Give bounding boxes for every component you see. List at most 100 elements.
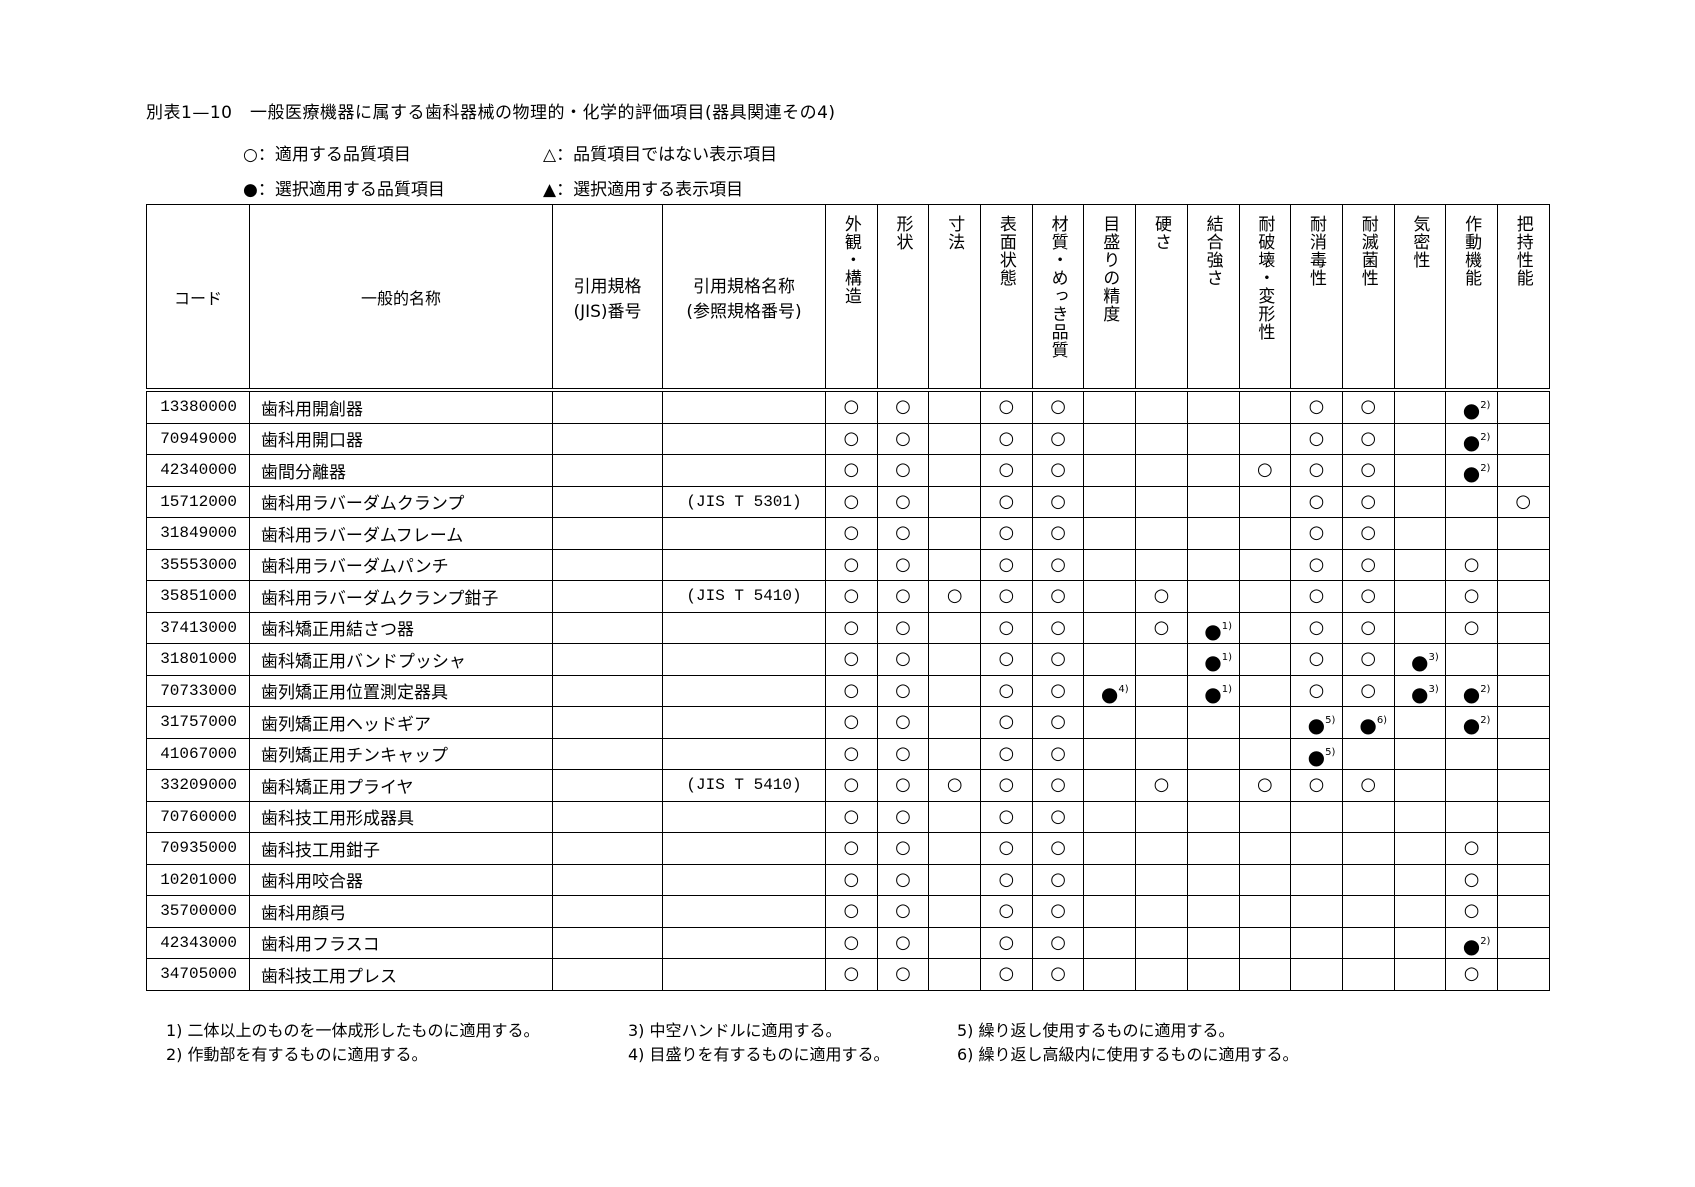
cell-mark: ○ xyxy=(1341,580,1395,613)
open-circle-mark: ○ xyxy=(1463,553,1480,575)
cell-mark: ●1) xyxy=(1186,643,1240,676)
cell-mark xyxy=(1445,800,1498,833)
cell-mark xyxy=(928,674,982,707)
cell-ref xyxy=(662,863,826,896)
cell-mark xyxy=(1238,958,1292,991)
open-circle-mark: ○ xyxy=(998,774,1015,796)
open-circle-mark: ○ xyxy=(895,742,911,764)
cell-mark: ○ xyxy=(1135,611,1188,644)
cell-ref xyxy=(662,737,826,770)
cell-mark xyxy=(1445,485,1498,518)
cell-mark xyxy=(1290,863,1343,896)
filled-circle-mark: ●4) xyxy=(1100,681,1129,706)
header-item-label: 耐滅菌性 xyxy=(1357,215,1378,287)
header-item: 気密性 xyxy=(1393,204,1447,392)
open-circle-mark: ○ xyxy=(1050,396,1066,418)
cell-mark: ○ xyxy=(876,454,930,487)
header-item-label: 目盛りの精度 xyxy=(1099,215,1120,323)
cell-name: 歯科用ラバーダムパンチ xyxy=(249,548,553,581)
open-circle-mark: ○ xyxy=(1050,868,1066,890)
cell-mark: ●6) xyxy=(1341,706,1395,739)
open-circle-mark: ○ xyxy=(1360,553,1377,575)
cell-mark: ○ xyxy=(980,769,1033,802)
cell-mark: ○ xyxy=(1238,769,1292,802)
open-circle-mark: ○ xyxy=(1308,490,1325,512)
cell-code: 35851000 xyxy=(146,580,250,613)
cell-mark xyxy=(1238,832,1292,865)
header-item: 表面状態 xyxy=(980,204,1033,392)
open-circle-mark: ○ xyxy=(1360,774,1377,796)
cell-jis xyxy=(552,895,663,928)
open-circle-mark: ○ xyxy=(1050,585,1066,607)
table-row: 70733000 歯列矯正用位置測定器具 ○ ○ ○ ○ ●4) ●1) ○ ○ ●3) ●2) xyxy=(146,674,1550,707)
cell-mark xyxy=(1135,674,1188,707)
cell-mark xyxy=(1290,958,1343,991)
cell-mark xyxy=(1135,548,1188,581)
cell-mark: ○ xyxy=(1031,769,1085,802)
cell-mark xyxy=(1238,517,1292,550)
cell-mark: ○ xyxy=(825,389,878,424)
open-circle-mark: ○ xyxy=(895,490,911,512)
open-circle-mark: ○ xyxy=(843,490,860,512)
cell-jis xyxy=(552,517,663,550)
cell-mark xyxy=(1238,643,1292,676)
cell-mark xyxy=(1083,611,1137,644)
cell-mark xyxy=(1238,611,1292,644)
filled-circle-mark: ●2) xyxy=(1462,713,1491,738)
table-row: 70949000 歯科用開口器 ○ ○ ○ ○ ○ ○ ●2) xyxy=(146,422,1550,455)
cell-mark xyxy=(1186,454,1240,487)
cell-mark: ○ xyxy=(1031,389,1085,424)
cell-mark: ○ xyxy=(980,895,1033,928)
open-circle-mark: ○ xyxy=(895,711,911,733)
filled-circle-mark: ●1) xyxy=(1204,681,1233,706)
open-circle-mark: ○ xyxy=(895,585,911,607)
page-title: 別表1—10 一般医療機器に属する歯科器械の物理的・化学的評価項目(器具関連その… xyxy=(146,103,836,123)
open-circle-mark: ○ xyxy=(998,711,1015,733)
cell-jis xyxy=(552,643,663,676)
cell-mark: ○ xyxy=(876,643,930,676)
cell-mark: ○ xyxy=(825,643,878,676)
cell-mark: ○ xyxy=(876,674,930,707)
cell-code: 31801000 xyxy=(146,643,250,676)
cell-mark xyxy=(928,895,982,928)
legend-filled-circle: ●：選択適用する品質項目 xyxy=(243,180,445,200)
open-circle-mark: ○ xyxy=(1463,837,1480,859)
cell-name: 歯科矯正用結さつ器 xyxy=(249,611,553,644)
cell-mark xyxy=(1393,706,1447,739)
cell-mark: ○ xyxy=(1341,769,1395,802)
open-circle-mark: ○ xyxy=(895,396,911,418)
cell-mark xyxy=(1135,737,1188,770)
open-circle-mark: ○ xyxy=(843,522,860,544)
open-circle-mark: ○ xyxy=(843,900,860,922)
cell-jis xyxy=(552,611,663,644)
cell-mark: ○ xyxy=(1445,611,1498,644)
header-item-label: 寸法 xyxy=(944,215,965,251)
open-circle-mark: ○ xyxy=(843,553,860,575)
footnote-6: 6) 繰り返し高級内に使用するものに適用する。 xyxy=(957,1045,1299,1064)
cell-mark: ○ xyxy=(928,580,982,613)
footnote-1: 1) 二体以上のものを一体成形したものに適用する。 xyxy=(166,1021,540,1040)
open-circle-mark: ○ xyxy=(895,459,911,481)
header-item-label: 外観・構造 xyxy=(840,215,861,305)
footnote-4: 4) 目盛りを有するものに適用する。 xyxy=(628,1045,890,1064)
cell-mark: ●2) xyxy=(1445,706,1498,739)
open-circle-mark: ○ xyxy=(1463,868,1480,890)
cell-mark xyxy=(1496,643,1550,676)
open-circle-mark: ○ xyxy=(998,522,1015,544)
cell-mark xyxy=(928,800,982,833)
open-circle-mark: ○ xyxy=(843,742,860,764)
cell-mark xyxy=(1393,769,1447,802)
cell-jis xyxy=(552,958,663,991)
cell-ref xyxy=(662,706,826,739)
cell-jis xyxy=(552,800,663,833)
cell-code: 31757000 xyxy=(146,706,250,739)
open-circle-mark: ○ xyxy=(998,648,1015,670)
cell-mark: ○ xyxy=(876,485,930,518)
open-circle-mark: ○ xyxy=(998,963,1015,985)
cell-mark: ○ xyxy=(980,611,1033,644)
cell-mark: ○ xyxy=(980,580,1033,613)
cell-mark: ○ xyxy=(876,863,930,896)
cell-mark: ○ xyxy=(1031,454,1085,487)
cell-mark: ○ xyxy=(980,926,1033,959)
cell-mark: ●2) xyxy=(1445,389,1498,424)
